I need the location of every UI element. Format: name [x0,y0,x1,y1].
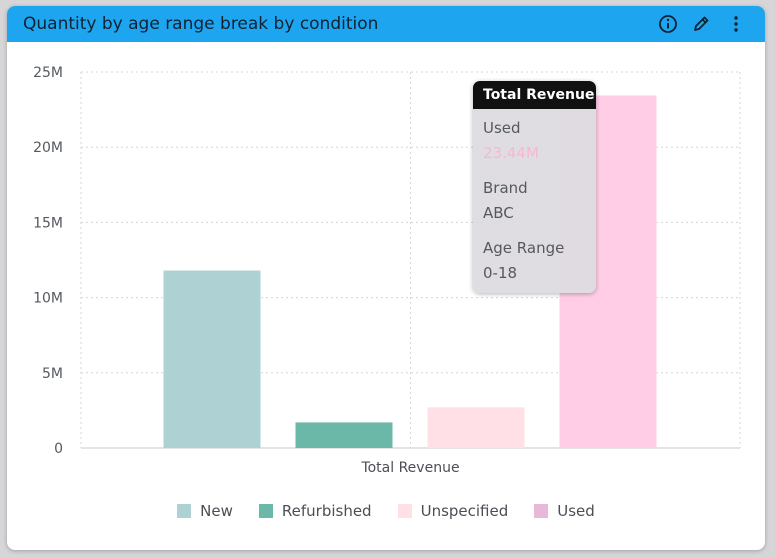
legend-item-refurbished[interactable]: Refurbished [258,500,372,522]
x-category-label: Total Revenue [360,460,459,476]
bar-chart: 0 5M 10M 15M 20M 25M Total Revenue [33,65,741,476]
tooltip-series-name: Used [483,119,521,137]
bar-new[interactable] [163,270,261,448]
legend-label: Refurbished [281,502,372,520]
tooltip-brand-value: ABC [483,204,514,222]
chart-legend: New Refurbished Unspecified Used [7,500,765,522]
chart-widget: Quantity by age range break by condition [7,6,765,550]
chart-tooltip: Total Revenue Used 23.44M Brand ABC Age … [473,81,596,293]
more-vertical-icon[interactable] [726,14,746,34]
y-tick-label: 10M [33,291,63,307]
legend-item-used[interactable]: Used [534,500,595,522]
legend-label: Unspecified [420,502,509,520]
y-tick-label: 0 [54,441,63,457]
legend-swatch [397,504,412,518]
legend-swatch [258,504,273,518]
info-icon[interactable] [658,14,678,34]
widget-header: Quantity by age range break by condition [7,6,765,42]
y-tick-label: 25M [33,65,63,81]
tooltip-age-value: 0-18 [483,264,518,282]
legend-label: Used [557,502,595,520]
legend-label: New [200,502,233,520]
legend-swatch [177,504,192,518]
tooltip-title: Total Revenue [473,81,596,109]
y-tick-label: 15M [33,215,63,231]
legend-item-new[interactable]: New [177,500,233,522]
tooltip-age-label: Age Range [483,239,565,257]
widget-title: Quantity by age range break by condition [23,14,379,34]
legend-item-unspecified[interactable]: Unspecified [397,500,509,522]
tooltip-value: 23.44M [483,144,539,162]
bar-unspecified[interactable] [427,407,525,448]
y-tick-label: 20M [33,140,63,156]
legend-swatch [534,504,549,518]
tooltip-brand-label: Brand [483,179,528,197]
y-tick-label: 5M [42,366,63,382]
pencil-icon[interactable] [691,14,711,34]
bar-refurbished[interactable] [295,422,393,448]
